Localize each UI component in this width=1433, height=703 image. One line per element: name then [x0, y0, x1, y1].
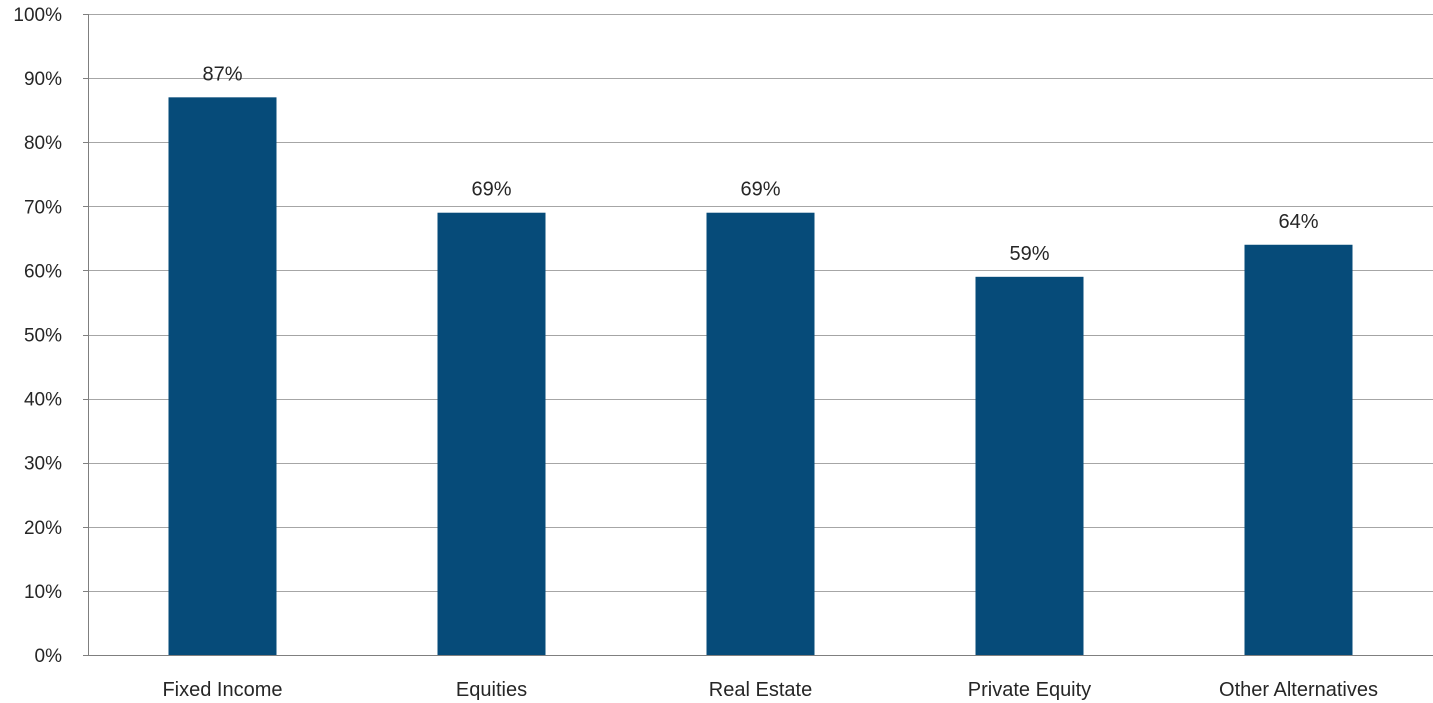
y-tick-label: 60%	[24, 261, 62, 282]
y-tick-label: 80%	[24, 133, 62, 154]
y-tick-label: 40%	[24, 390, 62, 411]
x-category-label: Equities	[456, 679, 527, 701]
data-label: 69%	[471, 179, 511, 201]
y-tick-label: 0%	[35, 646, 63, 667]
data-label: 69%	[740, 179, 780, 201]
bars	[168, 97, 1353, 655]
bar-fixed-income	[168, 97, 277, 655]
axes	[83, 14, 1433, 656]
x-category-label: Other Alternatives	[1219, 679, 1378, 701]
x-category-label: Private Equity	[968, 679, 1091, 701]
y-axis-tick-labels: 0% 10% 20% 30% 40% 50% 60% 70% 80% 90% 100%	[13, 5, 62, 667]
bar-real-estate	[706, 212, 815, 655]
data-label: 59%	[1009, 243, 1049, 265]
bar-equities	[437, 212, 546, 655]
data-labels: 87% 69% 69% 59% 64%	[202, 63, 1318, 264]
y-tick-label: 100%	[13, 5, 62, 26]
bar-other-alternatives	[1244, 244, 1353, 655]
data-label: 64%	[1278, 211, 1318, 233]
x-category-label: Fixed Income	[162, 679, 282, 701]
y-tick-label: 20%	[24, 518, 62, 539]
x-axis-category-labels: Fixed Income Equities Real Estate Private E…	[162, 679, 1378, 701]
y-tick-label: 30%	[24, 454, 62, 475]
x-category-label: Real Estate	[709, 679, 812, 701]
y-tick-label: 10%	[24, 582, 62, 603]
y-tick-label: 90%	[24, 69, 62, 90]
bar-private-equity	[975, 276, 1084, 655]
y-tick-label: 50%	[24, 326, 62, 347]
y-tick-label: 70%	[24, 197, 62, 218]
data-label: 87%	[202, 63, 242, 85]
